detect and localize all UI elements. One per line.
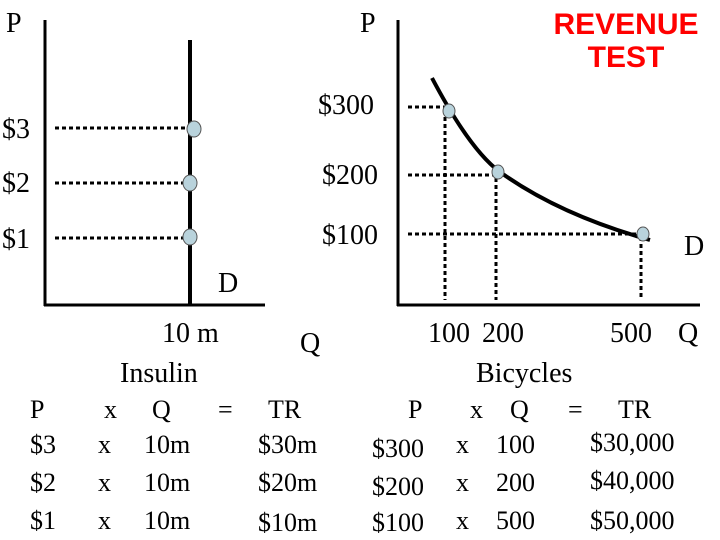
- left-row-3-tr: $10m: [258, 508, 318, 537]
- left-price-label-2: $2: [2, 168, 30, 199]
- left-price-label-3: $3: [2, 114, 30, 145]
- left-table-header-tr: TR: [268, 395, 302, 424]
- left-price-label-1: $1: [2, 224, 30, 255]
- left-table-header-q: Q: [152, 395, 171, 424]
- left-quantity-tick: 10 m: [162, 318, 219, 349]
- left-point-1: [182, 228, 198, 246]
- right-quantity-tick-200: 200: [482, 318, 524, 349]
- left-point-3: [186, 120, 202, 138]
- right-good-label: Bicycles: [476, 358, 573, 389]
- left-table-header-p: P: [30, 395, 45, 424]
- right-demand-label: D: [684, 231, 705, 262]
- left-row-2-p: $2: [30, 468, 56, 497]
- right-row-3-tr: $50,000: [590, 506, 675, 535]
- left-row-1-tr: $30m: [258, 430, 318, 459]
- right-row-1-p: $300: [372, 434, 424, 463]
- left-row-1-q: 10m: [144, 430, 191, 459]
- right-price-label-300: $300: [318, 90, 374, 121]
- right-point-100: [636, 226, 650, 242]
- right-row-1-q: 100: [496, 430, 535, 459]
- right-point-300: [442, 103, 456, 119]
- left-row-2-q: 10m: [144, 468, 191, 497]
- right-row-3-x: x: [456, 506, 469, 535]
- left-table-header-eq: =: [218, 395, 233, 424]
- left-demand-label: D: [218, 268, 239, 299]
- right-y-axis-label: P: [360, 8, 376, 39]
- left-row-2-x: x: [98, 468, 111, 497]
- left-row-1-p: $3: [30, 430, 56, 459]
- left-row-1-x: x: [98, 430, 111, 459]
- right-row-2-tr: $40,000: [590, 466, 675, 495]
- right-row-3-p: $100: [372, 508, 424, 537]
- right-demand-curve: [430, 77, 651, 242]
- right-table-header-tr: TR: [618, 395, 652, 424]
- left-table-header-x: x: [104, 395, 117, 424]
- left-point-2: [182, 174, 198, 192]
- left-x-axis-label: Q: [300, 328, 321, 359]
- left-good-label: Insulin: [120, 358, 198, 389]
- right-row-3-q: 500: [496, 506, 535, 535]
- right-table-header-p: P: [408, 395, 423, 424]
- right-quantity-tick-500: 500: [610, 318, 652, 349]
- right-row-1-tr: $30,000: [590, 428, 675, 457]
- left-row-3-p: $1: [30, 506, 56, 535]
- right-table-header-eq: =: [568, 395, 583, 424]
- right-price-label-200: $200: [322, 160, 378, 191]
- right-row-2-p: $200: [372, 472, 424, 501]
- left-y-axis-label: P: [6, 8, 22, 39]
- right-table-header-q: Q: [510, 395, 529, 424]
- right-quantity-tick-100: 100: [428, 318, 470, 349]
- right-table-header-x: x: [470, 395, 483, 424]
- left-row-3-q: 10m: [144, 506, 191, 535]
- right-point-200: [491, 164, 505, 180]
- right-row-1-x: x: [456, 430, 469, 459]
- left-row-2-tr: $20m: [258, 468, 318, 497]
- right-x-axis-label: Q: [678, 318, 699, 349]
- right-price-label-100: $100: [322, 220, 378, 251]
- title: REVENUE TEST: [553, 8, 699, 74]
- right-row-2-q: 200: [496, 468, 535, 497]
- right-row-2-x: x: [456, 468, 469, 497]
- left-row-3-x: x: [98, 506, 111, 535]
